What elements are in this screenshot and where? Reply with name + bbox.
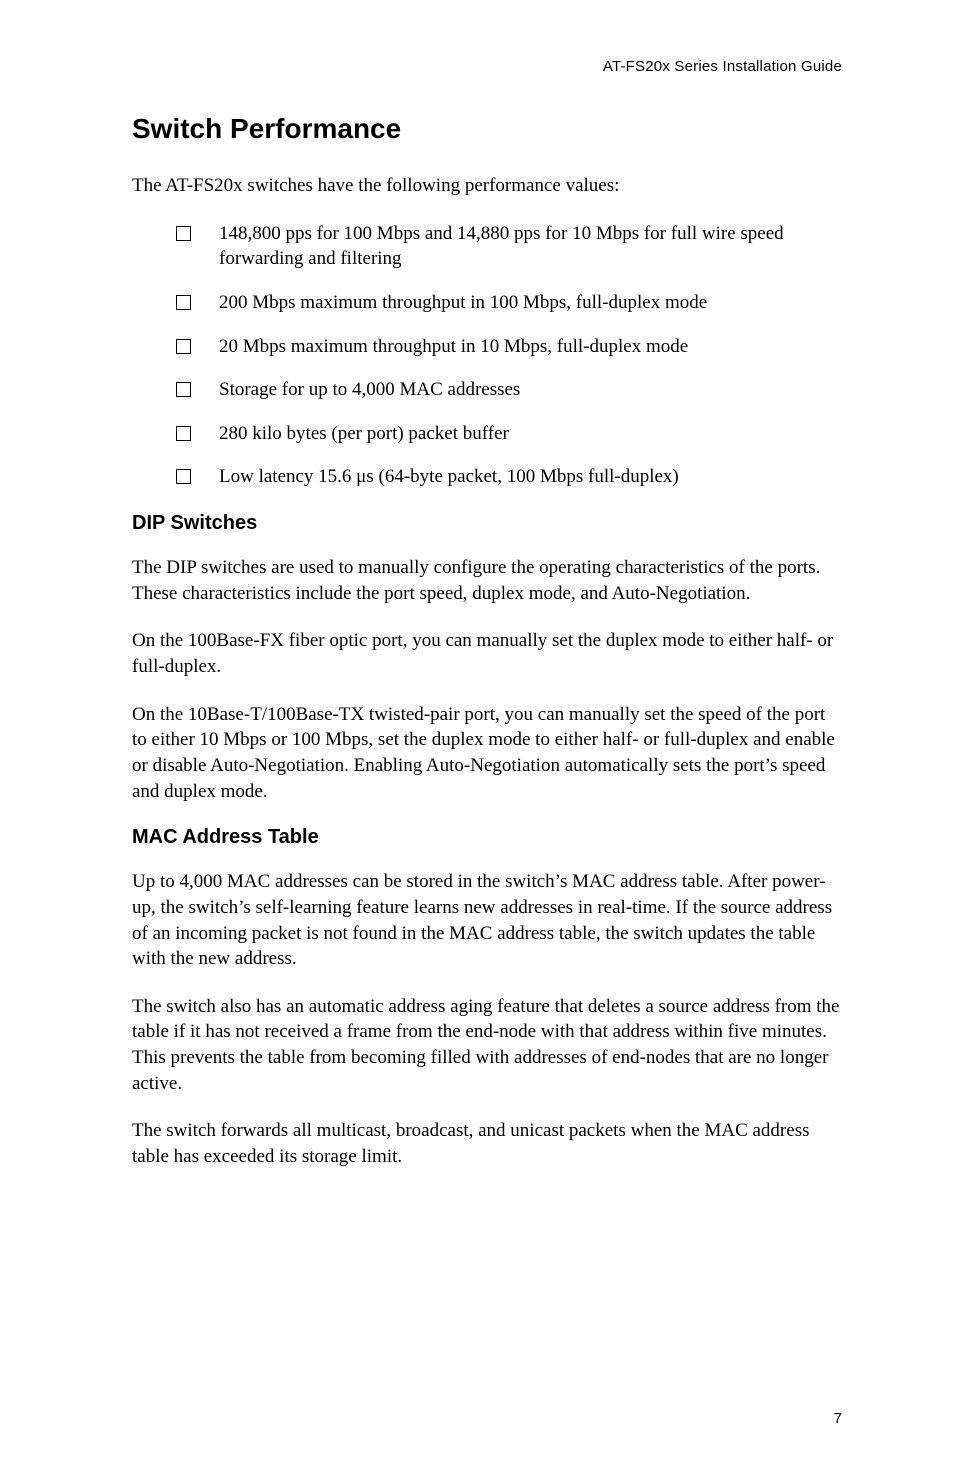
body-paragraph: The switch also has an automatic address… <box>132 994 842 1097</box>
list-item: 200 Mbps maximum throughput in 100 Mbps,… <box>176 290 842 316</box>
list-item: Low latency 15.6 μs (64-byte packet, 100… <box>176 464 842 490</box>
checkbox-icon <box>176 226 191 241</box>
list-item: 280 kilo bytes (per port) packet buffer <box>176 421 842 447</box>
bullet-text: 200 Mbps maximum throughput in 100 Mbps,… <box>219 290 707 316</box>
running-head: AT-FS20x Series Installation Guide <box>132 58 842 75</box>
body-paragraph: Up to 4,000 MAC addresses can be stored … <box>132 869 842 972</box>
checkbox-icon <box>176 426 191 441</box>
bullet-list: 148,800 pps for 100 Mbps and 14,880 pps … <box>132 221 842 490</box>
list-item: Storage for up to 4,000 MAC addresses <box>176 377 842 403</box>
bullet-text: 280 kilo bytes (per port) packet buffer <box>219 421 509 447</box>
body-paragraph: On the 100Base-FX fiber optic port, you … <box>132 628 842 679</box>
checkbox-icon <box>176 469 191 484</box>
page-number: 7 <box>834 1410 842 1427</box>
bullet-text: 20 Mbps maximum throughput in 10 Mbps, f… <box>219 334 688 360</box>
list-item: 20 Mbps maximum throughput in 10 Mbps, f… <box>176 334 842 360</box>
checkbox-icon <box>176 382 191 397</box>
checkbox-icon <box>176 295 191 310</box>
subsection-title-dip: DIP Switches <box>132 512 842 535</box>
body-paragraph: On the 10Base-T/100Base-TX twisted-pair … <box>132 702 842 805</box>
bullet-text: Storage for up to 4,000 MAC addresses <box>219 377 520 403</box>
list-item: 148,800 pps for 100 Mbps and 14,880 pps … <box>176 221 842 272</box>
section-title: Switch Performance <box>132 113 842 145</box>
body-paragraph: The switch forwards all multicast, broad… <box>132 1118 842 1169</box>
subsection-title-mac: MAC Address Table <box>132 826 842 849</box>
bullet-text: Low latency 15.6 μs (64-byte packet, 100… <box>219 464 679 490</box>
body-paragraph: The DIP switches are used to manually co… <box>132 555 842 606</box>
checkbox-icon <box>176 339 191 354</box>
bullet-text: 148,800 pps for 100 Mbps and 14,880 pps … <box>219 221 842 272</box>
intro-paragraph: The AT-FS20x switches have the following… <box>132 173 842 199</box>
page: AT-FS20x Series Installation Guide Switc… <box>0 0 954 1475</box>
